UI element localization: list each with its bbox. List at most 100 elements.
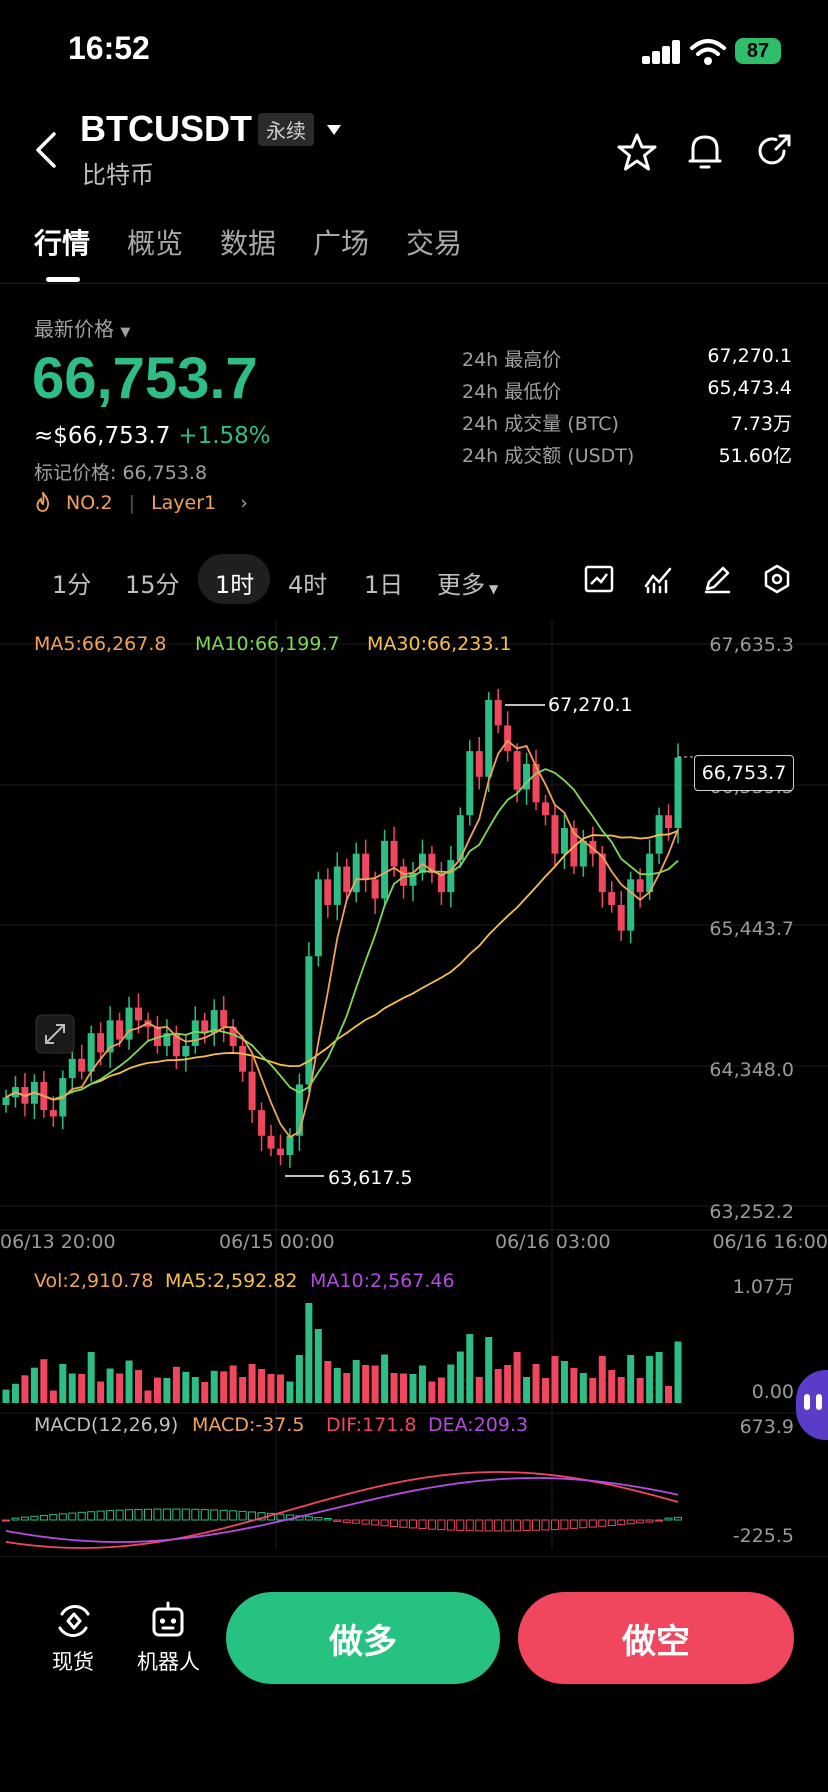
- candle-body: [220, 1010, 228, 1027]
- volume-bar: [551, 1356, 559, 1403]
- macd-histogram-bar: [115, 1509, 124, 1521]
- long-button[interactable]: 做多: [226, 1592, 500, 1684]
- interval-4h[interactable]: 4时: [288, 571, 328, 599]
- volume-bar: [608, 1370, 616, 1403]
- macd-histogram-bar: [465, 1519, 474, 1532]
- candle-body: [636, 879, 644, 893]
- volume-bar: [409, 1374, 417, 1403]
- volume-bar: [87, 1352, 95, 1403]
- macd-histogram-bar: [68, 1512, 77, 1521]
- indicator-icon[interactable]: [643, 564, 673, 594]
- symbol-title[interactable]: BTCUSDT: [80, 108, 252, 149]
- back-arrow-icon[interactable]: [34, 130, 58, 170]
- candle-body: [239, 1046, 247, 1072]
- usd-price: ≈$66,753.7: [34, 423, 171, 449]
- tab-square[interactable]: 广场: [313, 227, 370, 260]
- caret-down-icon: ▼: [489, 582, 499, 596]
- interval-15m[interactable]: 15分: [125, 571, 180, 599]
- draw-pen-icon[interactable]: [702, 564, 732, 594]
- y-tick-label: 65,443.7: [709, 918, 794, 940]
- rank-tags[interactable]: NO.2 | Layer1 ›: [34, 489, 248, 514]
- macd-histogram-bar: [49, 1514, 58, 1521]
- candle-body: [494, 699, 502, 726]
- candle-body: [68, 1058, 76, 1079]
- macd-histogram-bar: [371, 1519, 380, 1526]
- macd-histogram-bar: [598, 1519, 607, 1527]
- tab-market[interactable]: 行情: [34, 227, 91, 260]
- floating-assistant-button[interactable]: [796, 1370, 828, 1440]
- candle-body: [371, 879, 379, 899]
- candle-body: [191, 1020, 199, 1047]
- stat-volume-label: 24h 成交量 (BTC): [462, 413, 619, 435]
- candle-body: [248, 1071, 256, 1111]
- volume-bar: [646, 1356, 654, 1403]
- volume-bar: [570, 1368, 578, 1403]
- volume-bar: [324, 1361, 332, 1403]
- candle-body: [2, 1097, 10, 1105]
- volume-bar: [437, 1377, 445, 1403]
- macd-histogram-bar: [77, 1511, 86, 1521]
- macd-histogram-bar: [522, 1519, 531, 1532]
- price-alert-bell-icon[interactable]: [688, 131, 722, 171]
- volume-bar: [220, 1371, 228, 1403]
- stat-low-label: 24h 最低价: [462, 381, 562, 403]
- tab-trade[interactable]: 交易: [406, 227, 463, 260]
- last-price-selector[interactable]: 最新价格 ▼: [34, 313, 130, 342]
- stat-low-value: 65,473.4: [707, 377, 792, 399]
- macd-params-label: MACD(12,26,9): [34, 1414, 179, 1436]
- volume-bar: [182, 1371, 190, 1403]
- volume-bar: [40, 1359, 48, 1403]
- share-icon[interactable]: [756, 133, 792, 169]
- spot-label[interactable]: 现货: [52, 1650, 94, 1674]
- candle-body: [201, 1020, 209, 1034]
- candle-body: [295, 1084, 303, 1136]
- short-button[interactable]: 做空: [518, 1592, 794, 1684]
- bot-label[interactable]: 机器人: [137, 1650, 200, 1674]
- volume-bar: [665, 1386, 673, 1403]
- volume-bar: [172, 1366, 180, 1403]
- dea-label: DEA:209.3: [428, 1414, 529, 1436]
- candle-body: [485, 699, 493, 777]
- chart-settings-icon[interactable]: [762, 564, 792, 594]
- volume-bar: [201, 1382, 209, 1403]
- favorite-star-icon[interactable]: [617, 133, 657, 171]
- macd-histogram-bar: [437, 1519, 446, 1531]
- candle-body: [504, 725, 512, 752]
- volume-bar: [286, 1381, 294, 1403]
- macd-histogram-bar: [323, 1517, 332, 1521]
- interval-active-pill: [198, 554, 270, 604]
- wifi-icon: [690, 39, 726, 65]
- volume-label: Vol:2,910.78: [34, 1270, 154, 1292]
- candle-body: [409, 872, 417, 886]
- robot-icon[interactable]: [150, 1600, 186, 1640]
- candle-body: [447, 860, 455, 893]
- macd-histogram-bar: [96, 1510, 105, 1521]
- stat-turnover-value: 51.60亿: [718, 445, 792, 467]
- volume-ma5-label: MA5:2,592.82: [165, 1270, 298, 1292]
- tab-active-indicator: [46, 277, 80, 282]
- volume-bar: [125, 1360, 133, 1403]
- macd-histogram-bar: [560, 1519, 569, 1530]
- macd-histogram-bar: [352, 1519, 361, 1524]
- caret-down-icon[interactable]: [326, 124, 342, 136]
- interval-more[interactable]: 更多 ▼: [437, 565, 498, 600]
- macd-histogram-bar: [475, 1519, 484, 1532]
- tab-data[interactable]: 数据: [220, 227, 277, 260]
- volume-bar: [295, 1355, 303, 1403]
- interval-1m[interactable]: 1分: [52, 571, 92, 599]
- interval-1d[interactable]: 1日: [364, 571, 404, 599]
- interval-1h[interactable]: 1时: [215, 571, 255, 599]
- volume-bar: [381, 1354, 389, 1403]
- macd-histogram-bar: [569, 1519, 578, 1529]
- chart-landscape-icon[interactable]: [584, 564, 614, 594]
- candle-body: [210, 1010, 218, 1034]
- high-marker-label: 67,270.1: [548, 694, 633, 716]
- volume-bar: [456, 1351, 464, 1403]
- volume-bar: [135, 1370, 143, 1403]
- candlestick-chart[interactable]: [0, 620, 828, 1550]
- candle-body: [428, 853, 436, 873]
- tab-overview[interactable]: 概览: [127, 227, 184, 260]
- spot-icon[interactable]: [54, 1602, 94, 1640]
- change-percent: +1.58%: [178, 423, 271, 449]
- volume-bar: [116, 1373, 124, 1403]
